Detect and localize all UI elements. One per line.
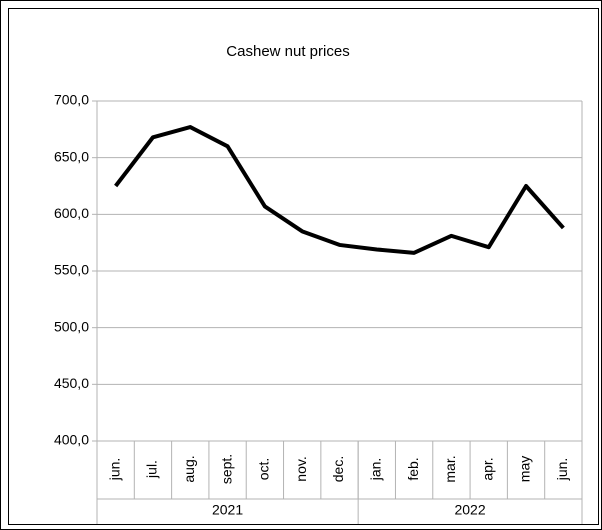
chart-frame	[8, 8, 599, 525]
y-tick-label: 450,0	[54, 375, 89, 391]
x-tick-label: aug.	[181, 455, 197, 482]
x-tick-label: apr.	[479, 457, 495, 480]
x-tick-label: jun.	[106, 458, 122, 482]
y-tick-label: 550,0	[54, 262, 89, 278]
y-tick-label: 400,0	[54, 432, 89, 448]
x-tick-label: may	[517, 456, 533, 482]
chart-title: Cashew nut prices	[226, 43, 349, 60]
y-tick-label: 500,0	[54, 318, 89, 334]
x-tick-label: jun.	[554, 458, 570, 482]
y-tick-label: 600,0	[54, 205, 89, 221]
y-tick-label: 700,0	[54, 92, 89, 108]
year-label: 2022	[454, 502, 485, 518]
line-series	[114, 125, 565, 255]
x-tick-label: jan.	[368, 458, 384, 482]
x-tick-label: sept.	[218, 454, 234, 484]
x-tick-label: jul.	[144, 460, 160, 479]
y-tick-label: 650,0	[54, 148, 89, 164]
x-tick-label: oct.	[256, 458, 272, 481]
x-tick-label: feb.	[405, 457, 421, 480]
year-label: 2021	[212, 502, 243, 518]
x-tick-label: dec.	[330, 456, 346, 482]
x-tick-label: mar.	[442, 455, 458, 482]
x-tick-label: nov.	[293, 456, 309, 481]
